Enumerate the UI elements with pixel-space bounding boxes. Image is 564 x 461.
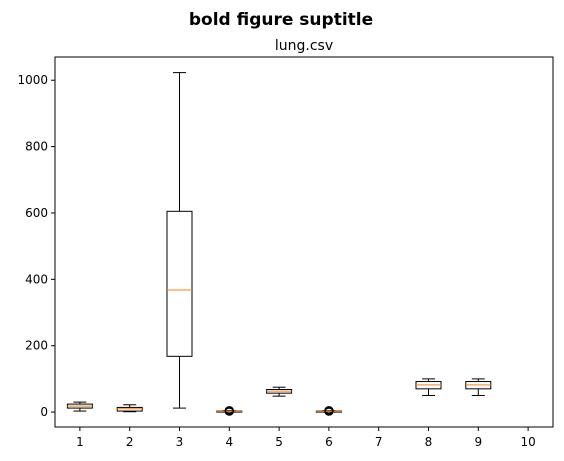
x-tick-label: 2 (126, 435, 134, 449)
figure-suptitle: bold figure suptitle (189, 10, 373, 30)
y-tick-label: 0 (40, 405, 48, 419)
y-tick-label: 400 (25, 272, 48, 286)
y-tick-label: 800 (25, 140, 48, 154)
chart-title: lung.csv (275, 38, 333, 54)
plot-area: 0 200 400 600 800 1000 1 2 3 4 5 6 7 8 9 10 (17, 56, 554, 449)
flier-point (224, 406, 234, 415)
x-tick-label: 4 (225, 435, 233, 449)
y-tick-label: 1000 (17, 73, 48, 87)
box-body (166, 210, 193, 357)
x-tick-label: 9 (474, 435, 482, 449)
y-tick-label: 600 (25, 206, 48, 220)
x-tick-label: 8 (425, 435, 433, 449)
x-tick-label: 10 (520, 435, 535, 449)
x-tick-label: 5 (275, 435, 283, 449)
x-tick-label: 3 (176, 435, 184, 449)
x-tick-label: 6 (325, 435, 333, 449)
axes-frame (54, 56, 554, 428)
x-tick-label: 1 (76, 435, 84, 449)
x-tick-label: 7 (375, 435, 383, 449)
flier-point (324, 406, 334, 415)
y-tick-label: 200 (25, 339, 48, 353)
